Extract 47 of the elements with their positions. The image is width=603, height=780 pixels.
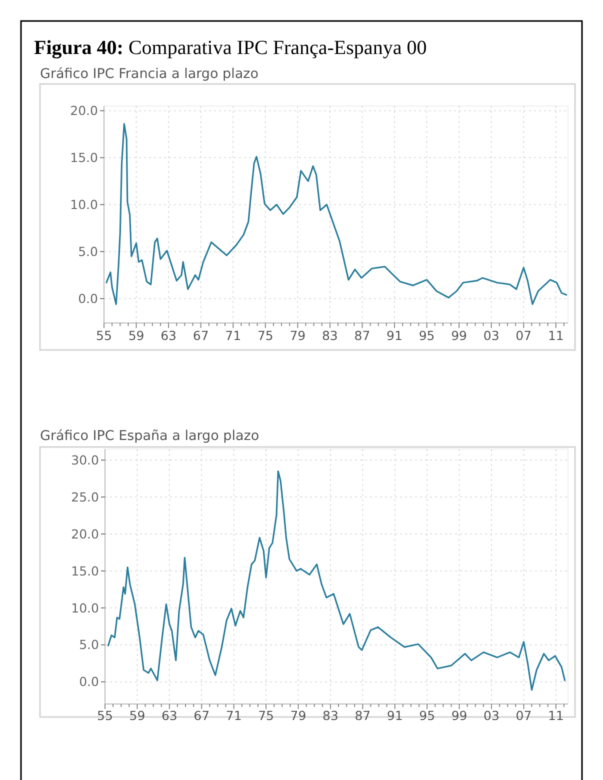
x-tick-label: 07 (516, 708, 532, 723)
y-tick-label: 30.0 (71, 452, 100, 468)
y-tick-label: 10.0 (71, 600, 100, 616)
x-tick-label: 75 (257, 328, 274, 343)
x-tick-label: 99 (451, 328, 468, 343)
y-tick-label: 15.0 (71, 563, 100, 578)
line-series (106, 123, 568, 306)
x-tick-label: 03 (484, 708, 500, 723)
text: Figura 40: Comparativa IPC França-Espanya 00 (34, 37, 427, 59)
y-tick-label: 5.0 (78, 244, 98, 259)
x-tick-label: 63 (161, 708, 178, 723)
x-tick-label: 67 (192, 328, 209, 343)
x-tick-label: 79 (290, 708, 306, 723)
x-tick-label: 11 (548, 708, 564, 723)
line-series (107, 470, 566, 691)
x-tick-label: 87 (354, 328, 370, 343)
y-tick-label: 10.0 (70, 197, 98, 212)
x-tick-label: 71 (226, 708, 242, 723)
x-tick-label: 95 (418, 328, 435, 343)
y-tick-label: 0.0 (78, 290, 98, 306)
y-tick-label: 20.0 (71, 526, 100, 542)
x-tick-label: 91 (386, 708, 403, 723)
x-tick-label: 83 (322, 708, 338, 723)
y-tick-label: 25.0 (71, 489, 100, 504)
y-tick-label: 5.0 (79, 637, 100, 652)
y-tick-label: 0.0 (79, 674, 100, 690)
y-tick-label: 15.0 (70, 150, 98, 166)
x-tick-label: 07 (516, 328, 532, 343)
x-tick-label: 59 (128, 328, 144, 343)
x-tick-label: 03 (483, 328, 500, 343)
x-tick-label: 99 (451, 708, 468, 723)
chart-title: Gráfico IPC España a largo plazo (40, 428, 260, 444)
x-tick-label: 91 (386, 328, 402, 343)
x-tick-label: 67 (194, 708, 210, 723)
chart-title: Gráfico IPC Francia a largo plazo (40, 66, 258, 82)
x-tick-label: 79 (290, 328, 306, 343)
x-tick-label: 59 (129, 708, 146, 723)
x-tick-label: 95 (419, 708, 436, 723)
x-tick-label: 71 (225, 328, 242, 343)
x-tick-label: 75 (258, 708, 274, 723)
x-tick-label: 87 (354, 708, 371, 723)
x-tick-label: 55 (97, 708, 113, 723)
y-tick-label: 20.0 (70, 103, 98, 118)
x-tick-label: 83 (322, 328, 338, 343)
x-tick-label: 11 (548, 328, 564, 343)
x-tick-label: 63 (160, 328, 177, 343)
x-tick-label: 55 (96, 328, 112, 343)
